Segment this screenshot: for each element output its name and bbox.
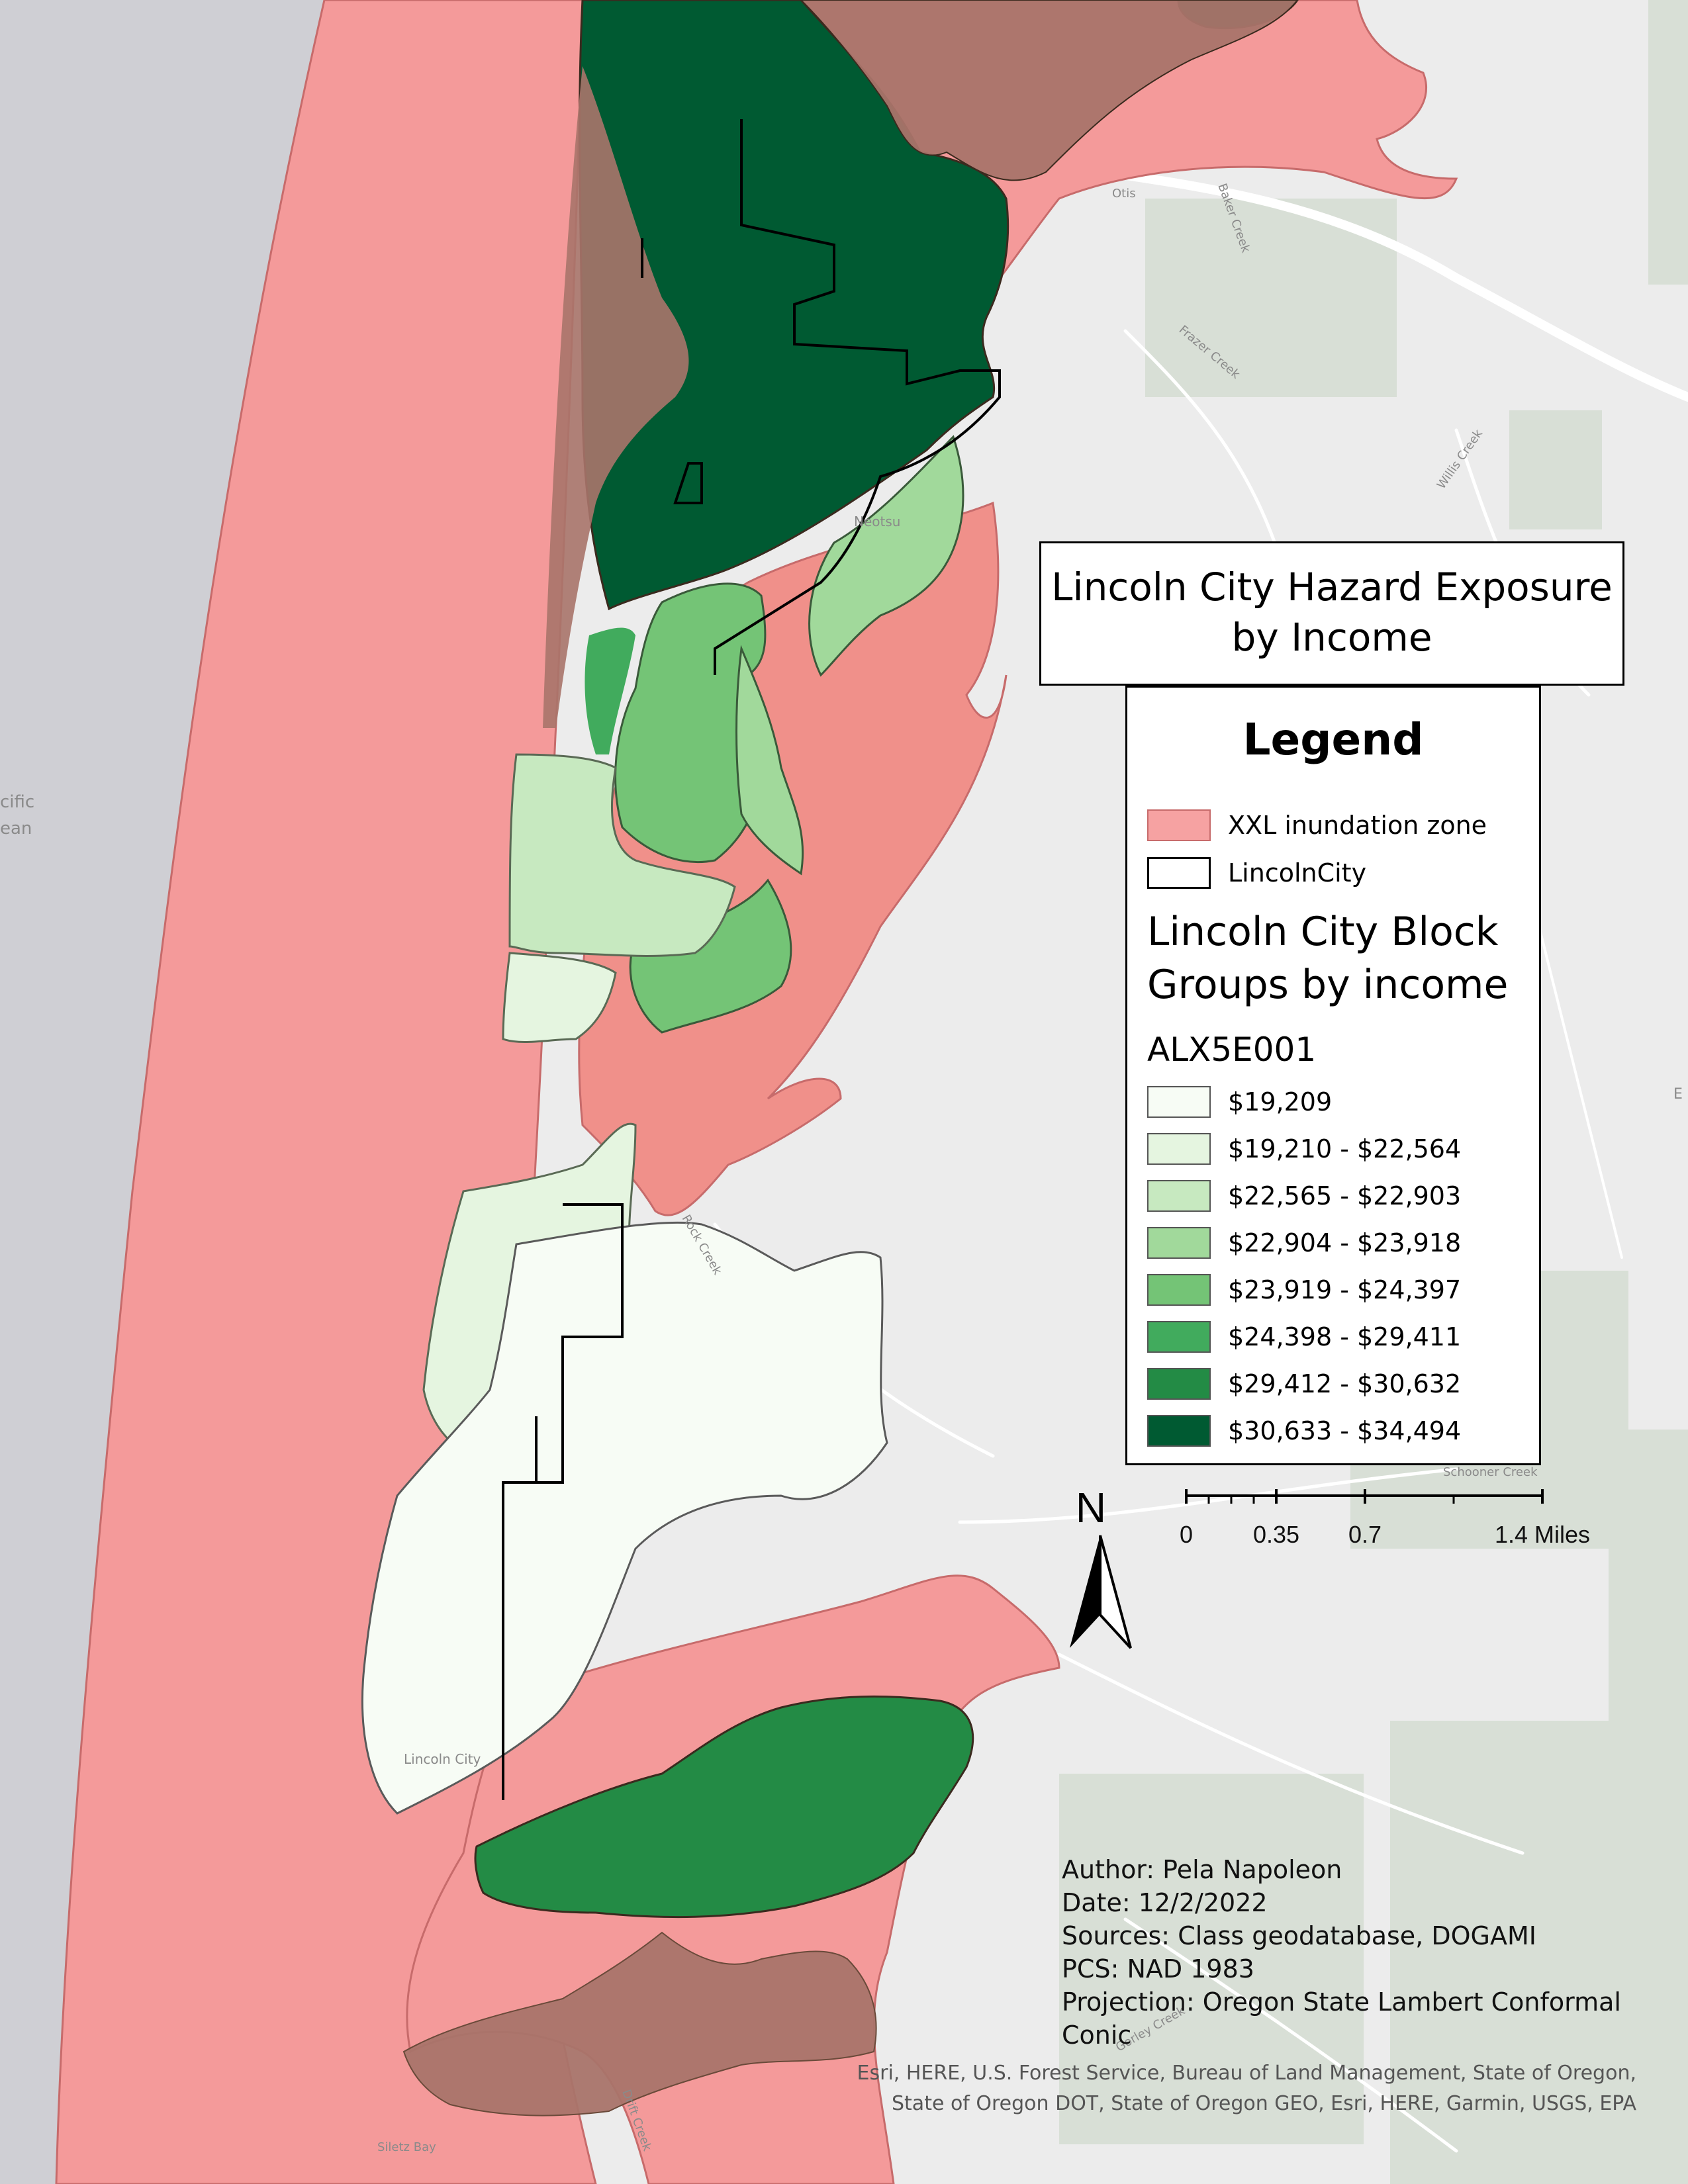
- legend-class-label: $30,633 - $34,494: [1228, 1416, 1462, 1445]
- block-group-overlap-west: [543, 66, 689, 728]
- legend-class-5: $23,919 - $24,397: [1147, 1271, 1461, 1308]
- block-group-24398-29411: [585, 627, 635, 754]
- swatch-class-7: [1147, 1368, 1211, 1400]
- swatch-class-4: [1147, 1227, 1211, 1259]
- place-label-otis: Otis: [1112, 187, 1136, 201]
- block-group-19209: [361, 1221, 888, 1815]
- block-group-23919-24397: [614, 582, 767, 864]
- bay-label: Siletz Bay: [377, 2140, 436, 2154]
- swatch-class-2: [1147, 1133, 1211, 1165]
- legend-class-label: $22,565 - $22,903: [1228, 1181, 1462, 1210]
- north-arrow-icon: N: [1070, 1484, 1132, 1649]
- legend-label: LincolnCity: [1228, 858, 1367, 887]
- legend-class-4: $22,904 - $23,918: [1147, 1224, 1461, 1261]
- scale-tick-2: 0.7: [1348, 1521, 1382, 1548]
- legend-class-6: $24,398 - $29,411: [1147, 1318, 1461, 1355]
- legend-group-title-1: Lincoln City Block: [1147, 909, 1499, 955]
- legend-item-inundation: XXL inundation zone: [1147, 807, 1487, 844]
- legend-class-2: $19,210 - $22,564: [1147, 1130, 1461, 1167]
- legend-class-label: $19,210 - $22,564: [1228, 1134, 1462, 1163]
- legend-class-label: $24,398 - $29,411: [1228, 1322, 1462, 1351]
- scale-tick-0: 0: [1179, 1521, 1194, 1548]
- legend-heading: Legend: [1243, 714, 1424, 765]
- legend-label: XXL inundation zone: [1228, 811, 1487, 840]
- legend-item-lincoln-city: LincolnCity: [1147, 854, 1366, 891]
- legend-class-1: $19,209: [1147, 1083, 1332, 1120]
- map-title-line-1: Lincoln City Hazard Exposure: [1051, 565, 1613, 610]
- creek-label-schooner: Schooner Creek: [1443, 1465, 1538, 1479]
- map-title-line-2: by Income: [1231, 615, 1432, 660]
- legend-class-7: $29,412 - $30,632: [1147, 1365, 1461, 1402]
- swatch-inundation: [1147, 809, 1211, 841]
- legend-class-label: $29,412 - $30,632: [1228, 1369, 1462, 1398]
- scale-bar: 0 0.35 0.7 1.4 Miles: [1180, 1489, 1590, 1549]
- block-group-overlap-south: [402, 1931, 877, 2116]
- legend-class-label: $19,209: [1228, 1087, 1333, 1116]
- edge-label-e: E: [1673, 1086, 1683, 1103]
- block-group-overlap-north: [800, 0, 1299, 181]
- legend-class-3: $22,565 - $22,903: [1147, 1177, 1461, 1214]
- block-group-22565-22903: [508, 753, 736, 957]
- ocean-label-2: ean: [0, 819, 32, 839]
- swatch-class-6: [1147, 1321, 1211, 1353]
- place-label-lincoln-city: Lincoln City: [404, 1751, 481, 1767]
- scale-tick-3: 1.4 Miles: [1494, 1521, 1591, 1548]
- map-metadata: Author: Pela Napoleon Date: 12/2/2022 So…: [1062, 1853, 1621, 2052]
- north-arrow: N: [1059, 1482, 1132, 1655]
- block-group-29412-30632: [474, 1695, 974, 1919]
- projection-text-2: Conic: [1062, 2021, 1132, 2050]
- scale-tick-1: 0.35: [1252, 1521, 1300, 1548]
- legend-field-name: ALX5E001: [1147, 1030, 1317, 1069]
- credits-line-1: Esri, HERE, U.S. Forest Service, Bureau …: [857, 2062, 1636, 2085]
- block-group-22904-23918: [808, 435, 964, 677]
- swatch-class-3: [1147, 1180, 1211, 1212]
- author-text: Author: Pela Napoleon: [1062, 1855, 1342, 1884]
- credits-line-2: State of Oregon DOT, State of Oregon GEO…: [892, 2092, 1636, 2115]
- sources-text: Sources: Class geodatabase, DOGAMI: [1062, 1921, 1536, 1950]
- svg-text:N: N: [1076, 1484, 1106, 1531]
- scale-bar-graphic: [1185, 1489, 1544, 1504]
- date-text: Date: 12/2/2022: [1062, 1888, 1268, 1917]
- lincoln-city-boundary: [502, 119, 1001, 1800]
- block-group-19210-22564-north: [502, 952, 617, 1043]
- legend-class-label: $23,919 - $24,397: [1228, 1275, 1462, 1304]
- pcs-text: PCS: NAD 1983: [1062, 1954, 1254, 1983]
- block-group-22904-23918-mid: [735, 645, 804, 876]
- ocean-label-1: cific: [0, 792, 34, 812]
- legend-group-title-2: Groups by income: [1147, 962, 1509, 1008]
- legend-panel: Legend XXL inundation zone LincolnCity L…: [1125, 686, 1541, 1465]
- swatch-class-1: [1147, 1086, 1211, 1118]
- place-label-neotsu: Neotsu: [854, 514, 900, 529]
- map-title: Lincoln City Hazard Exposure by Income: [1039, 541, 1624, 686]
- swatch-lincoln-city: [1147, 857, 1211, 889]
- swatch-class-8: [1147, 1415, 1211, 1447]
- projection-text-1: Projection: Oregon State Lambert Conform…: [1062, 1987, 1621, 2017]
- legend-class-8: $30,633 - $34,494: [1147, 1412, 1461, 1449]
- basemap-credits: Esri, HERE, U.S. Forest Service, Bureau …: [857, 2058, 1636, 2119]
- block-group-23919-24397-south: [629, 878, 792, 1034]
- swatch-class-5: [1147, 1274, 1211, 1306]
- legend-class-label: $22,904 - $23,918: [1228, 1228, 1462, 1257]
